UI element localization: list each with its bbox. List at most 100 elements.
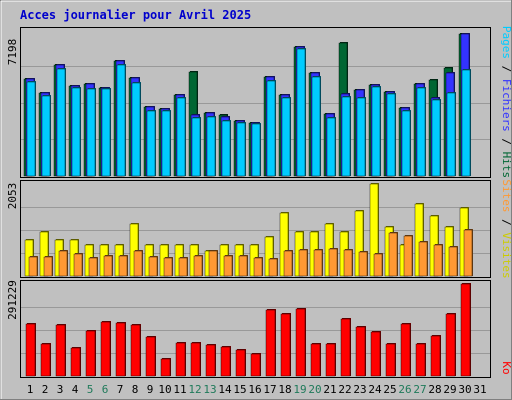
x-tick-label-day-5: 5 [87,383,94,396]
bar-ko-day-6 [100,321,111,377]
x-tick-label-day-17: 17 [263,383,276,396]
bar-sites-day-18 [283,250,293,277]
bar-pages-day-13 [206,116,216,177]
x-tick-label-day-6: 6 [102,383,109,396]
x-tick-label-day-4: 4 [72,383,79,396]
legend-fichiers: Fichiers [500,79,512,132]
bar-sites-day-15 [238,255,248,277]
bar-sites-day-8 [133,250,143,277]
bar-ko-day-15 [235,349,246,377]
bar-sites-day-5 [88,257,98,277]
bar-pages-day-25 [386,93,396,177]
bar-ko-day-4 [70,347,81,377]
x-tick-label-day-22: 22 [338,383,351,396]
bar-ko-day-27 [415,343,426,377]
x-tick-label-day-11: 11 [173,383,186,396]
bar-ko-day-23 [355,326,366,377]
bar-ko-day-14 [220,346,231,377]
legend-sites: Sites [500,179,512,212]
bar-sites-day-16 [253,257,263,277]
chart-title: Acces journalier pour Avril 2025 [20,8,251,22]
bar-ko-day-8 [130,324,141,377]
bar-pages-day-15 [236,122,246,177]
x-tick-label-day-2: 2 [42,383,49,396]
traffic-axis-max: 7198 [6,39,19,66]
x-tick-label-day-31: 31 [473,383,486,396]
x-tick-label-day-30: 30 [458,383,471,396]
bar-ko-day-16 [250,353,261,377]
bar-sites-day-12 [193,255,203,277]
x-tick-label-day-29: 29 [443,383,456,396]
bar-sites-day-23 [358,251,368,277]
bar-ko-day-7 [115,322,126,377]
bar-pages-day-23 [356,97,366,177]
bar-ko-day-10 [160,358,171,377]
bar-sites-day-19 [298,249,308,277]
bar-pages-day-18 [281,97,291,177]
bar-sites-day-9 [148,256,158,277]
x-tick-label-day-19: 19 [293,383,306,396]
x-tick-label-day-26: 26 [398,383,411,396]
bar-pages-day-1 [26,81,36,177]
bar-ko-day-12 [190,342,201,377]
svg-text:Ko: Ko [500,361,512,374]
bar-pages-day-19 [296,48,306,177]
bar-pages-day-12 [191,117,201,177]
bar-pages-day-21 [326,117,336,177]
x-tick-label-day-3: 3 [57,383,64,396]
x-axis-labels: 1 2 3 4 5 6 7 8 9 10 11 12 13 14 15 16 17 18 19 20 21 22 23 24 2… [27,383,487,396]
x-tick-label-day-9: 9 [147,383,154,396]
bar-pages-day-22 [341,96,351,177]
bar-pages-day-8 [131,82,141,177]
bar-ko-day-20 [310,343,321,377]
bar-sites-day-17 [268,258,278,277]
x-tick-label-day-1: 1 [27,383,34,396]
bar-pages-day-4 [71,87,81,177]
bar-sites-day-20 [313,249,323,277]
bar-pages-day-16 [251,123,261,177]
bar-pages-day-7 [116,64,126,177]
bar-ko-day-13 [205,344,216,377]
bar-ko-day-22 [340,318,351,377]
bar-sites-day-22 [343,249,353,277]
svg-text:Sites / Visite: Sites / Visites [500,179,512,278]
bar-sites-day-30 [463,229,473,277]
x-tick-label-day-12: 12 [188,383,201,396]
bar-pages-day-28 [431,99,441,177]
x-tick-label-day-25: 25 [383,383,396,396]
x-tick-label-day-21: 21 [323,383,336,396]
bar-ko-day-28 [430,335,441,377]
bar-pages-day-29 [446,92,456,177]
bar-pages-day-11 [176,97,186,177]
chart-marks [21,33,490,377]
bar-sites-day-10 [163,257,173,277]
bar-ko-day-24 [370,331,381,377]
bar-ko-day-9 [145,336,156,377]
bar-ko-day-5 [85,330,96,377]
x-tick-label-day-24: 24 [368,383,382,396]
bar-pages-day-5 [86,88,96,177]
bar-pages-day-27 [416,87,426,177]
bar-sites-day-27 [418,241,428,277]
bar-ko-day-19 [295,308,306,377]
x-tick-label-day-18: 18 [278,383,291,396]
x-tick-label-day-16: 16 [248,383,261,396]
bar-pages-day-2 [41,95,51,177]
legend-hits: Hits [500,152,512,179]
bar-ko-day-30 [460,283,471,377]
bar-sites-day-13 [208,250,218,277]
visits-axis-max: 2053 [6,183,19,210]
x-tick-label-day-20: 20 [308,383,321,396]
svg-text:Pages / Fichie: Pages / Fichiers / Hits [500,26,512,178]
bar-sites-day-21 [328,248,338,277]
bar-sites-day-4 [73,253,83,277]
bar-ko-day-29 [445,313,456,377]
legend-visites: Visites [500,232,512,278]
bar-ko-day-26 [400,323,411,377]
bar-ko-day-1 [25,323,36,377]
bar-ko-day-21 [325,343,336,377]
x-tick-label-day-15: 15 [233,383,246,396]
x-tick-label-day-10: 10 [158,383,171,396]
legend-pages: Pages [500,26,512,59]
